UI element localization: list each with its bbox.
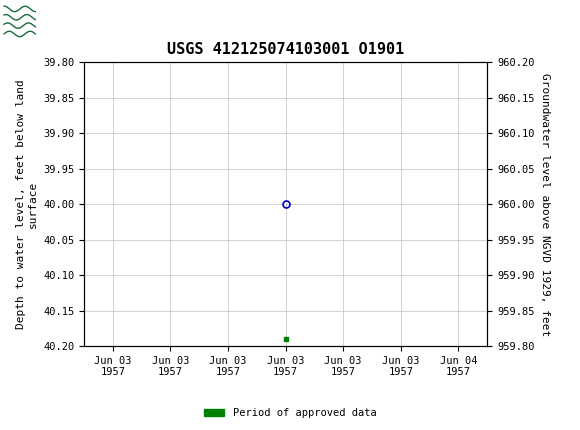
Y-axis label: Groundwater level above NGVD 1929, feet: Groundwater level above NGVD 1929, feet: [540, 73, 550, 336]
Legend: Period of approved data: Period of approved data: [200, 404, 380, 423]
Text: USGS: USGS: [42, 14, 97, 31]
Y-axis label: Depth to water level, feet below land
surface: Depth to water level, feet below land su…: [16, 80, 38, 329]
Title: USGS 412125074103001 O1901: USGS 412125074103001 O1901: [167, 42, 404, 57]
Bar: [3, 3, 38, 42]
